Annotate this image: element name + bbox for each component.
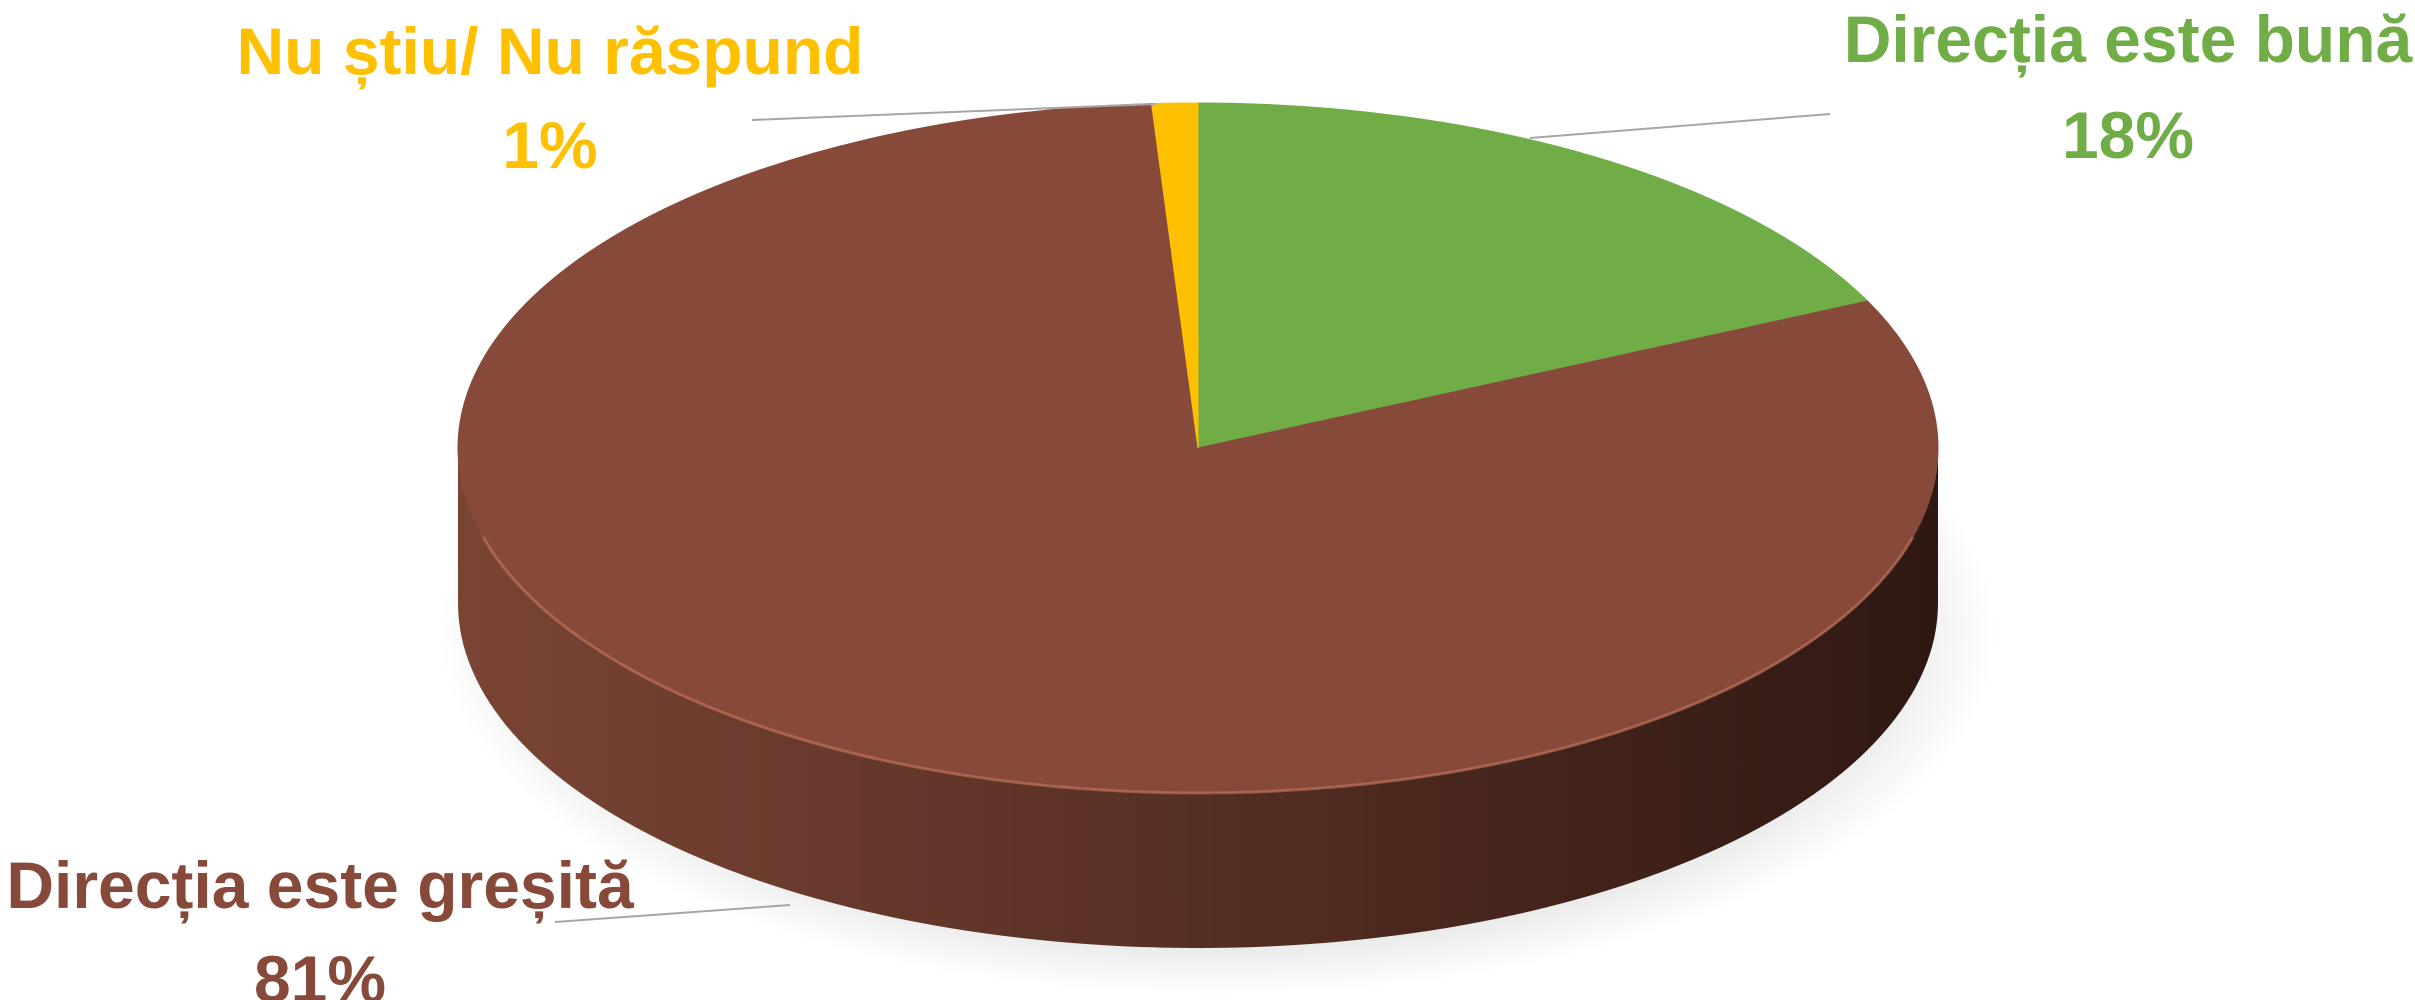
leader-line-1 bbox=[554, 904, 791, 923]
slice-value-label: 1% bbox=[502, 108, 597, 182]
slice-value-label: 18% bbox=[2062, 98, 2194, 172]
leader-lines bbox=[554, 103, 1831, 923]
slice-name-label: Direcția este bună bbox=[1844, 2, 2414, 78]
pie-rim-highlight bbox=[481, 536, 1915, 795]
pie-top bbox=[457, 102, 1939, 795]
pie-slice-0 bbox=[1197, 102, 1869, 449]
slice-name-label: Nu știu/ Nu răspund bbox=[237, 14, 864, 90]
slice-name-label: Direcția este greșită bbox=[6, 848, 635, 924]
pie-side bbox=[458, 448, 1938, 948]
slice-labels: Direcția este bună 18% Direcția este greși… bbox=[6, 2, 2413, 1000]
leader-line-0 bbox=[1529, 113, 1831, 139]
leader-line-2 bbox=[751, 103, 1156, 121]
slice-value-label: 81% bbox=[254, 942, 386, 1000]
pie-side-wall bbox=[458, 448, 1938, 948]
